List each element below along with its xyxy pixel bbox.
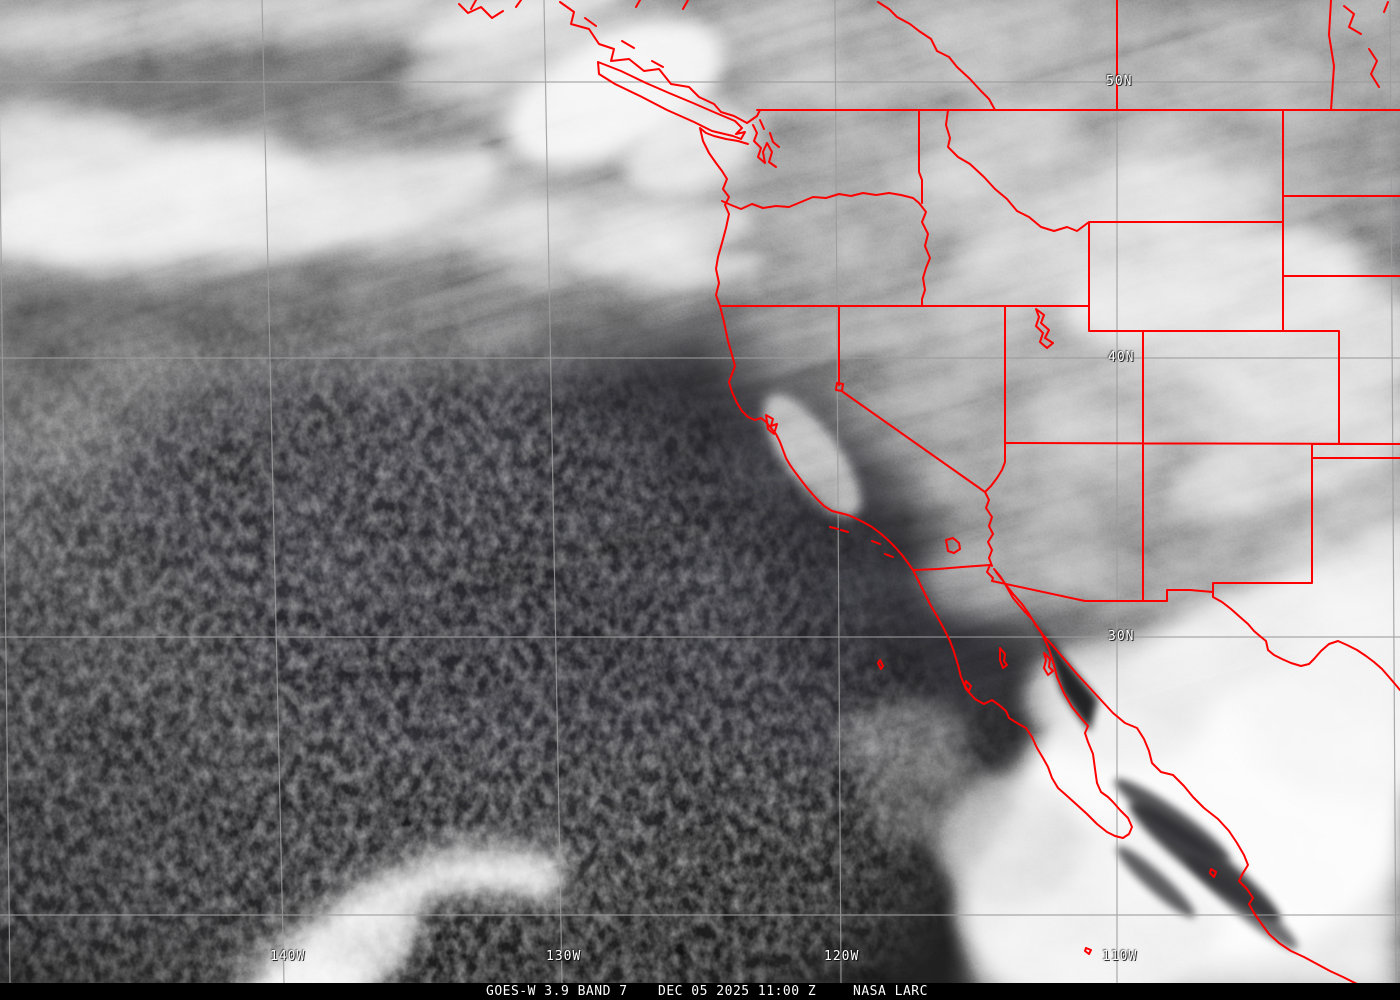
lon-label-110w: 110W: [1102, 949, 1138, 964]
caption-credit: NASA LARC: [853, 984, 928, 999]
gridline-140w: [261, 0, 285, 983]
gridline-130w: [543, 0, 563, 983]
state-boundary-overlay: [719, 0, 1400, 691]
gridline-120w: [834, 0, 842, 983]
coastline-overlay: [458, 0, 1358, 983]
lat-label-30n: 30N: [1108, 629, 1135, 644]
caption-product: GOES-W 3.9 BAND 7: [486, 984, 628, 999]
gridline-100w: [1389, 0, 1397, 983]
caption-datetime: DEC 05 2025 11:00 Z: [658, 984, 817, 999]
lon-label-140w: 140W: [270, 949, 306, 964]
lon-label-120w: 120W: [824, 949, 860, 964]
lat-label-40n: 40N: [1108, 350, 1135, 365]
caption-bar: GOES-W 3.9 BAND 7 DEC 05 2025 11:00 Z NA…: [0, 983, 1400, 1000]
gridline-150w: [0, 114, 11, 983]
lat-label-50n: 50N: [1106, 74, 1133, 89]
lon-label-130w: 130W: [546, 949, 582, 964]
lakes-islands-overlay: [765, 308, 1217, 955]
